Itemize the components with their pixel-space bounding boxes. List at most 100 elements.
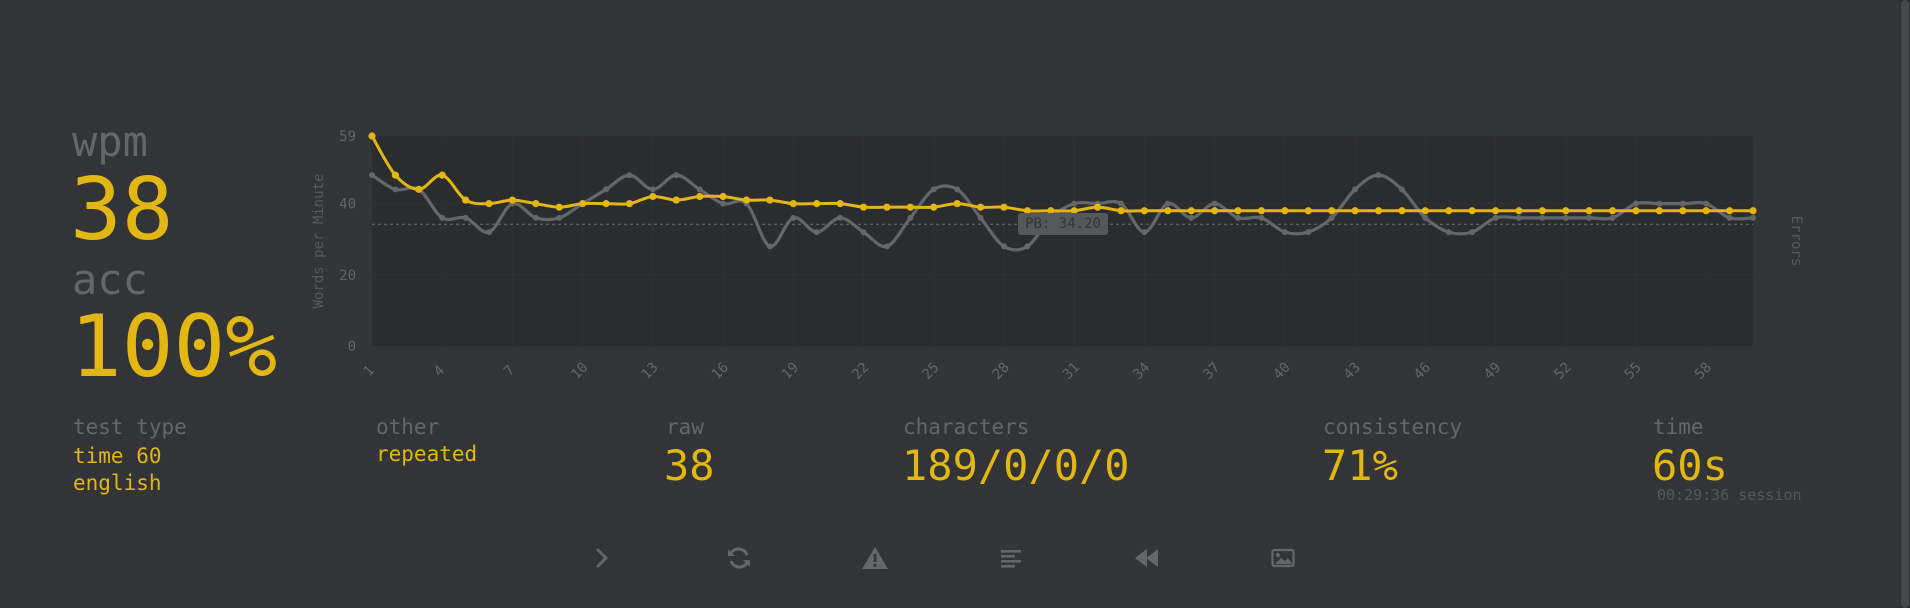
next-test-button[interactable] — [584, 540, 620, 576]
raw-data-point — [883, 243, 890, 250]
raw-data-point — [1398, 186, 1405, 193]
word-history-button[interactable] — [993, 540, 1029, 576]
wpm-data-point — [1562, 207, 1570, 215]
refresh-icon — [728, 547, 750, 569]
wpm-data-point — [1117, 207, 1125, 215]
page-scrollbar[interactable] — [1900, 0, 1910, 608]
raw-data-point — [696, 186, 703, 193]
raw-label: raw — [666, 415, 704, 439]
y-tick-label: 20 — [339, 268, 356, 284]
y-axis-ticks: 59 40 20 0 — [339, 129, 356, 355]
wpm-data-point — [1374, 207, 1383, 215]
raw-data-point — [1235, 214, 1242, 221]
test-type-label: test type — [73, 415, 187, 439]
raw-data-point — [1375, 172, 1382, 179]
wpm-data-point — [532, 200, 540, 208]
wpm-data-point — [1047, 207, 1055, 215]
x-tick-label: 52 — [1551, 360, 1574, 383]
raw-data-point — [1703, 200, 1710, 207]
wpm-data-point — [1281, 207, 1289, 215]
wpm-data-point — [485, 200, 493, 208]
x-tick-label: 7 — [501, 363, 518, 380]
wpm-data-point — [368, 132, 376, 140]
x-tick-label: 10 — [568, 360, 591, 383]
practice-words-button[interactable] — [857, 540, 893, 576]
wpm-data-point — [1608, 207, 1617, 215]
raw-data-point — [1632, 200, 1639, 207]
raw-data-point — [1562, 214, 1569, 221]
wpm-data-point — [415, 185, 423, 193]
raw-data-point — [556, 214, 563, 221]
chevron-right-icon — [596, 548, 608, 568]
scrollbar-thumb[interactable] — [1901, 0, 1909, 608]
personal-best-label: PB: 34.20 — [1018, 213, 1108, 235]
characters-value[interactable]: 189/0/0/0 — [902, 441, 1130, 490]
raw-data-point — [369, 172, 375, 179]
wpm-label: wpm — [72, 117, 148, 166]
wpm-data-point — [1585, 207, 1593, 215]
align-left-icon — [1001, 550, 1021, 568]
wpm-data-point — [836, 200, 844, 208]
wpm-data-point — [930, 203, 938, 211]
raw-data-point — [1118, 200, 1125, 207]
raw-data-point — [860, 229, 867, 236]
raw-data-point — [977, 214, 984, 221]
wpm-data-point — [1445, 207, 1453, 215]
raw-data-point — [1469, 229, 1476, 236]
y-tick-label: 59 — [339, 129, 356, 145]
raw-data-point — [1258, 214, 1265, 221]
wpm-data-point — [625, 200, 634, 208]
y-tick-label: 0 — [348, 339, 356, 355]
time-label: time — [1653, 415, 1704, 439]
characters-label: characters — [903, 415, 1030, 439]
wpm-value: 38 — [70, 160, 174, 260]
chart-plot-area — [372, 136, 1753, 346]
raw-data-point — [1679, 200, 1686, 207]
raw-data-point — [1281, 229, 1288, 236]
wpm-data-point — [649, 192, 657, 201]
x-tick-label: 40 — [1270, 360, 1293, 383]
raw-data-point — [720, 200, 727, 207]
raw-data-point — [1211, 200, 1218, 207]
consistency-value[interactable]: 71% — [1322, 441, 1398, 490]
wpm-data-point — [789, 200, 797, 208]
y-tick-label: 40 — [339, 197, 356, 213]
raw-data-point — [626, 172, 633, 179]
test-type-language: english — [73, 471, 162, 495]
raw-data-point — [532, 214, 539, 221]
image-icon — [1271, 548, 1295, 568]
y2-axis-title: Errors — [1788, 216, 1804, 267]
x-tick-label: 25 — [919, 360, 942, 383]
restart-test-button[interactable] — [721, 540, 757, 576]
x-axis-ticks: 1 4 7 10 13 16 19 22 25 28 31 34 37 40 43 46 49 52 55 58 — [361, 360, 1715, 383]
wpm-data-point — [672, 196, 680, 204]
wpm-data-point — [1000, 203, 1008, 211]
wpm-data-point — [508, 196, 517, 204]
test-type-mode: time 60 — [73, 444, 162, 468]
x-tick-label: 1 — [361, 363, 378, 380]
wpm-data-point — [1491, 207, 1500, 215]
wpm-data-point — [1328, 207, 1336, 215]
x-tick-label: 31 — [1060, 360, 1083, 383]
raw-data-point — [603, 186, 610, 193]
raw-data-point — [1141, 229, 1148, 236]
chart-grid — [371, 135, 1753, 347]
raw-data-point — [1750, 214, 1756, 221]
chart-series — [368, 132, 1757, 252]
replay-button[interactable] — [1129, 540, 1165, 576]
session-time: 00:29:36 session — [1657, 486, 1802, 504]
wpm-data-point — [602, 200, 610, 208]
raw-data-point — [954, 186, 961, 193]
raw-data-point — [462, 214, 469, 221]
raw-data-point — [1515, 214, 1522, 221]
raw-data-point — [1000, 243, 1007, 250]
wpm-data-point — [1515, 207, 1523, 215]
wpm-data-point — [1655, 207, 1663, 215]
acc-label: acc — [72, 255, 148, 304]
save-screenshot-button[interactable] — [1265, 540, 1301, 576]
wpm-data-point — [1211, 207, 1219, 215]
time-value[interactable]: 60s — [1652, 441, 1728, 490]
wpm-data-point — [883, 203, 891, 211]
wpm-data-point — [953, 200, 961, 208]
raw-data-point — [766, 243, 773, 250]
